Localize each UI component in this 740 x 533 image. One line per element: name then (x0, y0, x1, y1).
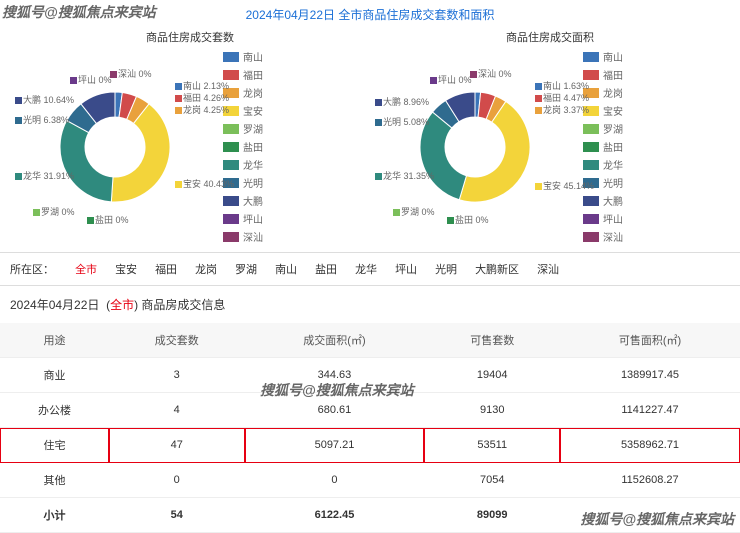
tab-1[interactable]: 宝安 (115, 264, 137, 276)
legend-item[interactable]: 坪山 (223, 211, 263, 226)
col-header: 用途 (0, 323, 109, 358)
col-header: 成交面积(㎡) (245, 323, 425, 358)
charts-row: 商品住房成交套数 深汕 0%坪山 0%大鹏 10.64%光明 6.38%龙华 3… (0, 29, 740, 244)
donut-chart-1: 深汕 0%坪山 0%大鹏 10.64%光明 6.38%龙华 31.91%罗湖 0… (15, 67, 215, 227)
tab-7[interactable]: 龙华 (355, 264, 377, 276)
tabs-label: 所在区： (10, 264, 54, 276)
district-tabs: 所在区： 全市 宝安 福田 龙岗 罗湖 南山 盐田 龙华 坪山 光明 大鹏新区 深汕 (0, 252, 740, 286)
watermark-br: 搜狐号@搜狐焦点来宾站 (580, 509, 734, 529)
chart-right-title: 商品住房成交面积 (375, 29, 725, 45)
watermark-tl: 搜狐号@搜狐焦点来宾站 (2, 2, 156, 22)
tab-5[interactable]: 南山 (275, 264, 297, 276)
chart-left-title: 商品住房成交套数 (15, 29, 365, 45)
info-title: 2024年04月22日 (全市) 商品房成交信息 (0, 286, 740, 323)
legend-item[interactable]: 大鹏 (223, 193, 263, 208)
tab-11[interactable]: 深汕 (537, 264, 559, 276)
tab-4[interactable]: 罗湖 (235, 264, 257, 276)
donut-chart-2: 深汕 0%坪山 0%大鹏 8.96%光明 5.08%龙华 31.35%罗湖 0%… (375, 67, 575, 227)
table-row: 住宅475097.21535115358962.71 (0, 428, 740, 463)
legend-item[interactable]: 南山 (583, 49, 623, 64)
col-header: 可售套数 (424, 323, 560, 358)
data-table: 用途成交套数成交面积(㎡)可售套数可售面积(㎡) 商业3344.63194041… (0, 323, 740, 533)
legend-item[interactable]: 坪山 (583, 211, 623, 226)
legend-item[interactable]: 深汕 (583, 229, 623, 244)
legend-item[interactable]: 罗湖 (223, 121, 263, 136)
legend-item[interactable]: 龙华 (583, 157, 623, 172)
legend-item[interactable]: 大鹏 (583, 193, 623, 208)
table-row: 其他0070541152608.27 (0, 463, 740, 498)
legend-item[interactable]: 罗湖 (583, 121, 623, 136)
tab-0[interactable]: 全市 (75, 264, 97, 276)
legend-item[interactable]: 深汕 (223, 229, 263, 244)
legend-item[interactable]: 盐田 (223, 139, 263, 154)
chart-left: 商品住房成交套数 深汕 0%坪山 0%大鹏 10.64%光明 6.38%龙华 3… (15, 29, 365, 244)
tab-3[interactable]: 龙岗 (195, 264, 217, 276)
tab-10[interactable]: 大鹏新区 (475, 264, 519, 276)
tab-9[interactable]: 光明 (435, 264, 457, 276)
col-header: 成交套数 (109, 323, 245, 358)
legend-item[interactable]: 南山 (223, 49, 263, 64)
chart-right: 商品住房成交面积 深汕 0%坪山 0%大鹏 8.96%光明 5.08%龙华 31… (375, 29, 725, 244)
tab-6[interactable]: 盐田 (315, 264, 337, 276)
watermark-mid: 搜狐号@搜狐焦点来宾站 (260, 380, 414, 400)
legend-item[interactable]: 龙华 (223, 157, 263, 172)
col-header: 可售面积(㎡) (560, 323, 740, 358)
legend-item[interactable]: 盐田 (583, 139, 623, 154)
tab-8[interactable]: 坪山 (395, 264, 417, 276)
tab-2[interactable]: 福田 (155, 264, 177, 276)
